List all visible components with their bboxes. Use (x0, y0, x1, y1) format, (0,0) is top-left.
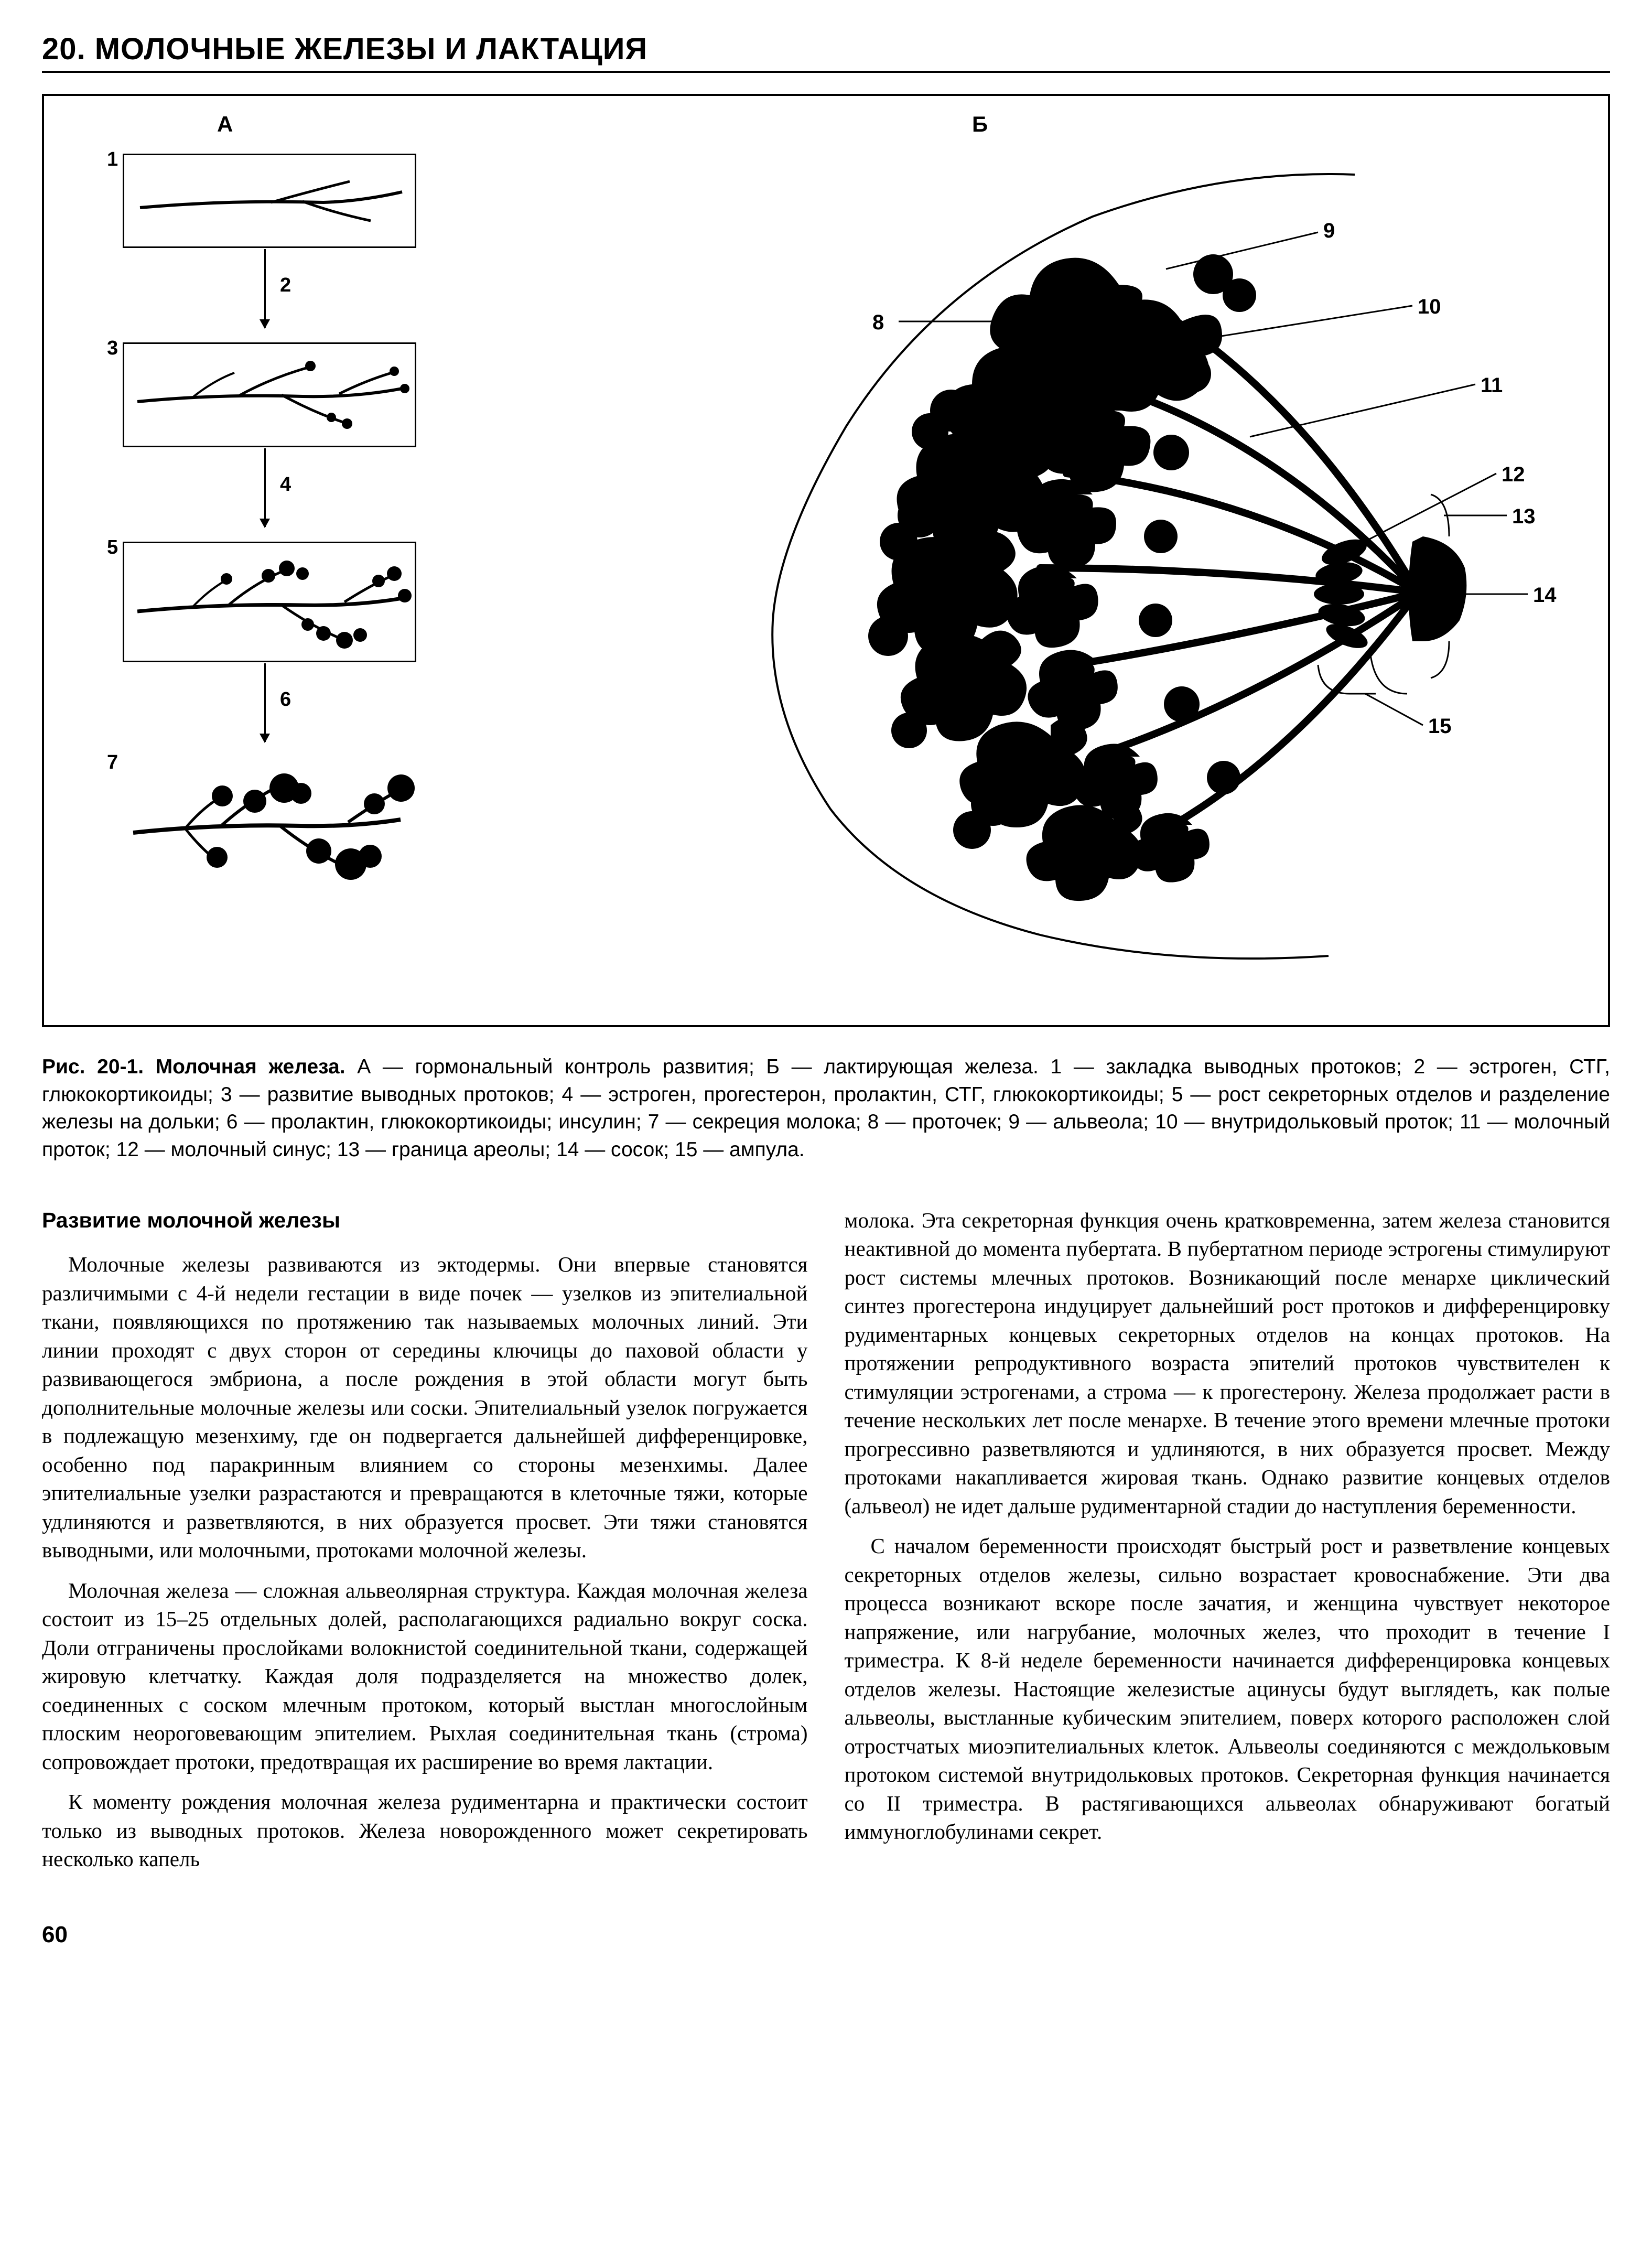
para: К моменту рождения молочная железа рудим… (42, 1788, 808, 1874)
panel-b-label: Б (972, 112, 988, 137)
arrow-label-2: 4 (280, 473, 291, 496)
column-1: Развитие молочной железы Молочные железы… (42, 1206, 808, 1885)
b-label-14: 14 (1533, 584, 1557, 607)
stage-box-1 (123, 154, 416, 248)
page-number: 60 (42, 1922, 1610, 1948)
stage-box-3 (123, 342, 416, 447)
stage-box-5 (123, 542, 416, 662)
arrow-label-1: 2 (280, 274, 291, 297)
stage-label-7: 7 (107, 751, 118, 774)
stage-label-3: 3 (107, 337, 118, 360)
body-columns: Развитие молочной железы Молочные железы… (42, 1206, 1610, 1885)
panel-b-svg (595, 138, 1564, 977)
b-label-13: 13 (1512, 505, 1536, 529)
b-label-8: 8 (872, 311, 884, 335)
figure-box: А Б 1 2 3 4 5 (42, 94, 1610, 1027)
panel-a-label: А (217, 112, 233, 137)
para: Молочная железа — сложная альвеолярная с… (42, 1576, 808, 1776)
para: молока. Эта секреторная функция очень кр… (845, 1206, 1611, 1521)
stage1-svg (124, 155, 418, 250)
stage7-svg (123, 757, 416, 893)
arrow-label-3: 6 (280, 688, 291, 711)
b-label-11: 11 (1481, 374, 1503, 397)
section-heading: Развитие молочной железы (42, 1206, 808, 1235)
figure-caption: Рис. 20-1. Молочная железа. А — гормонал… (42, 1053, 1610, 1164)
arrow-2 (264, 448, 266, 527)
stage5-svg (124, 543, 418, 664)
arrow-3 (264, 663, 266, 742)
caption-lead: Рис. 20-1. Молочная железа. (42, 1056, 345, 1078)
stage-box-7 (123, 757, 416, 893)
stage-label-1: 1 (107, 148, 118, 171)
b-label-12: 12 (1502, 463, 1525, 487)
b-label-10: 10 (1418, 295, 1441, 319)
column-2: молока. Эта секреторная функция очень кр… (845, 1206, 1611, 1885)
para: Молочные железы развиваются из эктодермы… (42, 1250, 808, 1565)
arrow-1 (264, 249, 266, 328)
stage3-svg (124, 344, 418, 449)
chapter-title: 20. МОЛОЧНЫЕ ЖЕЛЕЗЫ И ЛАКТАЦИЯ (42, 31, 1610, 73)
b-label-15: 15 (1428, 715, 1452, 738)
b-label-9: 9 (1323, 219, 1335, 243)
stage-label-5: 5 (107, 536, 118, 559)
panel-b-container: 8 9 10 11 12 13 14 15 (595, 138, 1564, 977)
para: С началом беременности происходят быстры… (845, 1532, 1611, 1846)
